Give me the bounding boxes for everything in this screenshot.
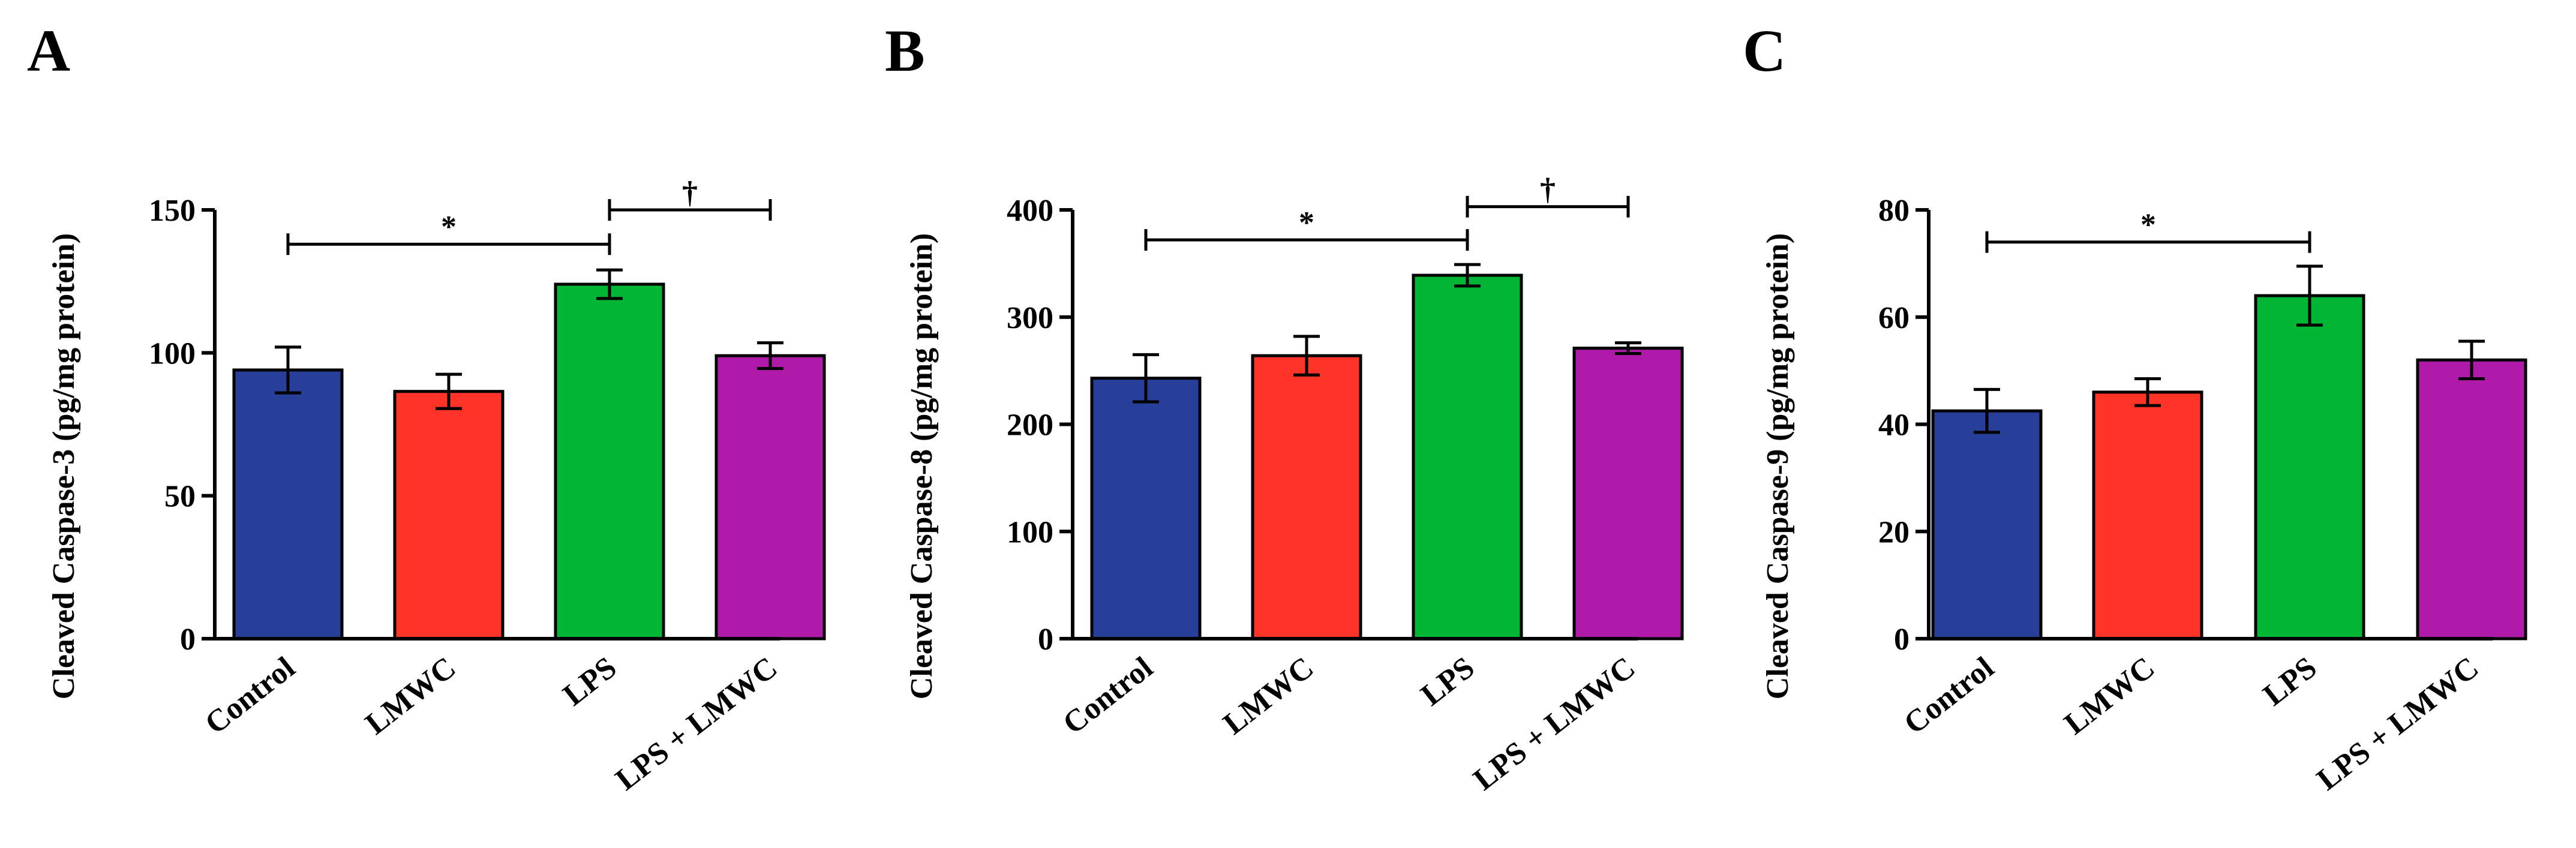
x-tick-label: LMWC (359, 651, 463, 742)
y-tick-label: 40 (1878, 408, 1910, 443)
y-tick-label: 100 (149, 336, 196, 371)
significance-symbol: * (441, 210, 457, 244)
bar-1 (1931, 409, 2043, 640)
significance-bracket-1 (1985, 231, 2311, 253)
x-tick-label: LPS (2257, 651, 2323, 713)
y-tick-label: 0 (1038, 623, 1053, 657)
chart-panel-c: C Cleaved Caspase-9 (pg/mg protein) Contro… (1743, 17, 2527, 798)
error-bar-2 (436, 372, 462, 410)
bar-4 (714, 354, 826, 640)
error-bar-4 (1615, 341, 1641, 356)
y-axis-label: Cleaved Caspase-9 (pg/mg protein) (1761, 233, 1795, 700)
error-bar-4 (2458, 339, 2485, 381)
significance-bracket-1 (286, 233, 611, 255)
bar-2 (1251, 354, 1362, 640)
y-tick-label: 300 (1007, 301, 1053, 335)
y-tick-label: 400 (1007, 194, 1053, 228)
bar-2 (393, 390, 505, 640)
x-tick-label: LPS (557, 651, 623, 713)
error-bar-3 (596, 268, 623, 300)
y-tick-label: 0 (180, 623, 196, 657)
y-tick-label: 200 (1007, 408, 1053, 443)
x-tick-label: LMWC (2058, 651, 2161, 742)
x-tick-label: LPS (1415, 651, 1481, 713)
significance-symbol: * (1299, 206, 1314, 240)
y-axis-label: Cleaved Caspase-3 (pg/mg protein) (47, 233, 81, 700)
significance-bracket-2 (1466, 196, 1630, 218)
bar-1 (1090, 377, 1202, 640)
significance-symbol: * (2140, 208, 2156, 242)
x-tick-label: Control (1056, 651, 1159, 741)
chart-panel-b: B Cleaved Caspase-8 (pg/mg protein) Contro… (885, 17, 1684, 798)
x-tick-label: Control (1898, 651, 2000, 741)
error-bar-1 (1133, 353, 1159, 404)
panel-letter: A (27, 17, 70, 84)
bar-1 (232, 368, 344, 640)
error-bar-3 (2296, 264, 2323, 327)
significance-bracket-2 (608, 199, 772, 221)
error-bar-2 (1293, 335, 1320, 377)
y-axis-label: Cleaved Caspase-8 (pg/mg protein) (905, 233, 939, 700)
error-bar-1 (275, 345, 301, 395)
x-tick-label: LPS + LMWC (2311, 651, 2485, 798)
panel-letter: B (885, 17, 925, 84)
bar-3 (2254, 294, 2365, 640)
error-bar-2 (2134, 377, 2161, 407)
significance-symbol: † (1540, 173, 1556, 207)
y-tick-label: 80 (1878, 194, 1910, 228)
bar-3 (554, 282, 665, 640)
panel-letter: C (1743, 17, 1786, 84)
y-tick-label: 50 (164, 480, 196, 514)
bar-4 (2416, 358, 2527, 640)
bar-4 (1572, 347, 1684, 640)
y-tick-label: 150 (149, 194, 196, 228)
bar-2 (2092, 390, 2203, 640)
error-bar-1 (1974, 387, 2000, 434)
chart-panel-a: A Cleaved Caspase-3 (pg/mg protein) Contro… (27, 17, 826, 798)
y-tick-label: 60 (1878, 301, 1910, 335)
y-tick-label: 100 (1007, 515, 1053, 549)
x-tick-label: Control (199, 651, 301, 741)
significance-symbol: † (682, 176, 698, 210)
significance-bracket-1 (1144, 229, 1469, 251)
error-bar-4 (757, 341, 783, 371)
y-tick-label: 20 (1878, 515, 1910, 549)
bar-3 (1412, 273, 1523, 640)
x-tick-label: LPS + LMWC (1467, 651, 1642, 798)
x-tick-label: LPS + LMWC (610, 651, 784, 798)
error-bar-3 (1454, 263, 1481, 288)
y-tick-label: 0 (1894, 623, 1910, 657)
x-tick-label: LMWC (1217, 651, 1320, 742)
